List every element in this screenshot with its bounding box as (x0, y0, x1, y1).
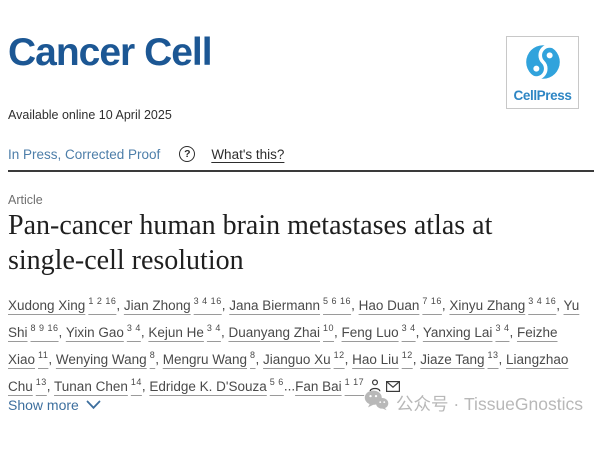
author-separator: , (221, 297, 230, 313)
author-separator: , (255, 351, 264, 367)
author-link[interactable]: Jiaze Tang 13 (420, 350, 499, 367)
author-separator: , (140, 324, 149, 340)
author-separator: , (141, 378, 150, 394)
whats-this-link[interactable]: What's this? (211, 146, 285, 162)
corresponding-author-link[interactable]: Fan Bai 1 17 (295, 377, 401, 394)
author-link[interactable]: Yu Shi 8 9 16 (8, 297, 580, 340)
author-link[interactable]: Yixin Gao 3 4 (65, 323, 141, 340)
person-icon (369, 377, 381, 400)
author-link[interactable]: Tunan Chen 14 (54, 377, 142, 394)
author-separator: , (556, 297, 564, 313)
title-line-1: Pan-cancer human brain metastases atlas … (8, 210, 493, 241)
author-separator: , (155, 351, 163, 367)
author-link[interactable]: Jana Biermann 5 6 16 (229, 296, 352, 313)
author-link[interactable]: Liangzhao Chu 13 (8, 351, 569, 394)
show-more-label: Show more (8, 397, 79, 413)
truncation-ellipsis: ... (283, 378, 296, 394)
author-link[interactable]: Jianguo Xu 12 (263, 350, 345, 367)
author-separator: , (334, 324, 342, 340)
author-separator: , (58, 324, 66, 340)
author-separator: , (344, 351, 353, 367)
watermark-text: 公众号 · TissueGnostics (395, 393, 583, 414)
cellpress-logo-icon (523, 42, 563, 87)
journal-logo[interactable]: Cancer Cell (8, 31, 213, 74)
page-title: Pan-cancer human brain metastases atlas … (8, 208, 492, 278)
author-link[interactable]: Wenying Wang 8 (55, 350, 156, 367)
author-separator: , (220, 324, 229, 340)
envelope-icon[interactable] (386, 377, 401, 400)
author-separator: , (46, 378, 55, 394)
article-type-label: Article (8, 193, 43, 207)
watermark: 公众号 · TissueGnostics (364, 390, 583, 416)
corresponding-author-affiliations: 1 17 (344, 377, 365, 387)
available-online-date: Available online 10 April 2025 (8, 108, 172, 122)
cellpress-badge[interactable]: CellPress (506, 36, 579, 109)
author-separator: , (498, 351, 507, 367)
author-link[interactable]: Xinyu Zhang 3 4 16 (449, 296, 557, 313)
author-separator: , (48, 351, 56, 367)
author-separator: , (415, 324, 423, 340)
status-bar: In Press, Corrected Proof ? What's this? (8, 146, 594, 172)
help-icon[interactable]: ? (179, 146, 196, 162)
author-link[interactable]: Feizhe Xiao 11 (8, 324, 558, 367)
author-link[interactable]: Hao Duan 7 16 (358, 296, 442, 313)
author-link[interactable]: Jian Zhong 3 4 16 (123, 296, 222, 313)
author-link[interactable]: Feng Luo 3 4 (341, 323, 416, 340)
author-link[interactable]: Xudong Xing 1 2 16 (8, 296, 117, 313)
author-separator: , (116, 297, 124, 313)
author-link[interactable]: Mengru Wang 8 (162, 350, 256, 367)
author-list: Xudong Xing 1 2 16, Jian Zhong 3 4 16, Jan… (8, 296, 580, 394)
author-separator: , (351, 297, 359, 313)
author-link[interactable]: Duanyang Zhai 10 (228, 323, 335, 340)
corresponding-author-name: Fan Bai (295, 378, 342, 394)
author-link[interactable]: Hao Liu 12 (352, 350, 413, 367)
author-block: Xudong Xing 1 2 16, Jian Zhong 3 4 16, Jan… (8, 290, 586, 399)
author-separator: , (412, 351, 421, 367)
title-line-2: single-cell resolution (8, 245, 244, 276)
author-link[interactable]: Kejun He 3 4 (148, 323, 221, 340)
in-press-status-link[interactable]: In Press, Corrected Proof (8, 146, 161, 162)
author-link[interactable]: Yanxing Lai 3 4 (422, 323, 510, 340)
cellpress-wordmark: CellPress (513, 88, 572, 103)
show-more-button[interactable]: Show more (8, 397, 101, 413)
author-separator: , (509, 324, 517, 340)
author-link[interactable]: Edridge K. D'Souza 5 6 (149, 377, 284, 394)
chevron-down-icon (86, 397, 101, 413)
author-separator: , (441, 297, 450, 313)
wechat-icon (364, 390, 389, 416)
